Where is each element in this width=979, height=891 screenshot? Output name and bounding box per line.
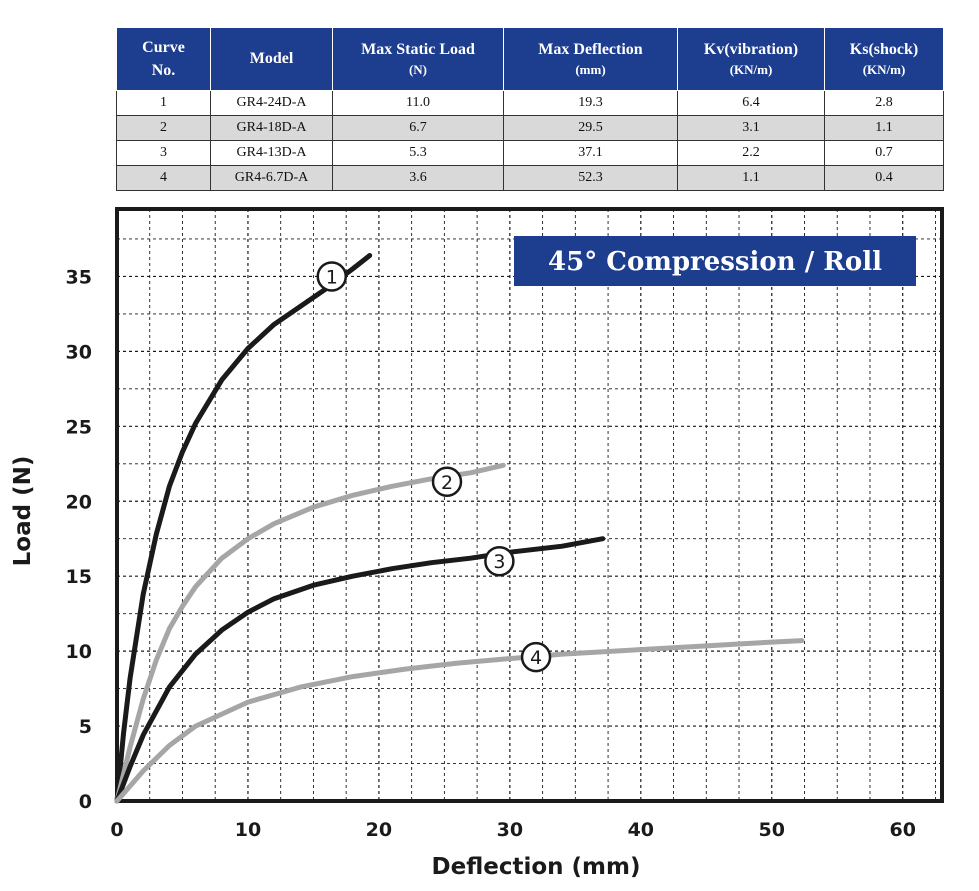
cell-ks: 0.4 <box>824 165 944 191</box>
y-tick-label: 20 <box>66 491 92 513</box>
cell-max-deflection: 29.5 <box>503 115 678 141</box>
cell-max-deflection: 37.1 <box>503 140 678 166</box>
cell-max-static-load: 6.7 <box>332 115 504 141</box>
y-tick-label: 35 <box>66 266 92 288</box>
series-line-2 <box>114 462 506 804</box>
spec-table: Curve No. Model Max Static Load (N) Max De… <box>116 27 944 191</box>
curve-marker-label-3: 3 <box>493 551 505 573</box>
cell-max-deflection: 19.3 <box>503 90 678 116</box>
cell-ks: 0.7 <box>824 140 944 166</box>
x-tick-label: 10 <box>235 819 261 841</box>
cell-max-static-load: 5.3 <box>332 140 504 166</box>
header-kv-label: Kv(vibration) <box>703 40 799 58</box>
header-deflection-label: Max Deflection <box>538 40 643 58</box>
series-line-4 <box>114 638 805 804</box>
table-row: 2 GR4-18D-A 6.7 29.5 3.1 1.1 <box>116 115 944 141</box>
table-row: 3 GR4-13D-A 5.3 37.1 2.2 0.7 <box>116 140 944 166</box>
y-axis-label: Load (N) <box>10 456 36 567</box>
grid <box>117 209 942 801</box>
plot-frame <box>115 207 944 803</box>
header-ks-label: Ks(shock) <box>849 40 919 58</box>
chart-title: 45° Compression / Roll <box>548 247 882 277</box>
curve-markers: 1 2 3 4 <box>316 261 552 673</box>
curve-marker-3 <box>484 545 515 577</box>
header-ks-unit: (KN/m) <box>862 62 906 78</box>
cell-curve-no: 4 <box>116 165 211 191</box>
cell-model: GR4-6.7D-A <box>210 165 333 191</box>
header-load-unit: (N) <box>408 62 428 78</box>
curve-marker-4 <box>520 641 552 673</box>
y-tick-label: 15 <box>66 566 92 588</box>
table-header-row: Curve No. Model Max Static Load (N) Max De… <box>116 27 944 91</box>
x-tick-label: 60 <box>889 819 915 841</box>
y-tick-labels: 0 5 10 15 20 25 30 35 <box>66 266 92 813</box>
header-max-static-load: Max Static Load (N) <box>332 27 504 91</box>
cell-curve-no: 3 <box>116 140 211 166</box>
curve-marker-1 <box>316 261 348 292</box>
x-tick-label: 50 <box>759 819 785 841</box>
y-tick-label: 0 <box>79 791 92 813</box>
header-deflection-unit: (mm) <box>575 62 606 78</box>
cell-max-static-load: 11.0 <box>332 90 504 116</box>
x-tick-labels: 0 10 20 30 40 50 60 <box>110 819 916 841</box>
cell-kv: 2.2 <box>677 140 825 166</box>
header-load-label: Max Static Load <box>361 40 475 58</box>
header-max-deflection: Max Deflection (mm) <box>503 27 678 91</box>
header-kv-unit: (KN/m) <box>729 62 773 78</box>
cell-kv: 6.4 <box>677 90 825 116</box>
x-tick-label: 30 <box>497 819 523 841</box>
x-tick-label: 0 <box>110 819 123 841</box>
header-ks: Ks(shock) (KN/m) <box>824 27 944 91</box>
series-lines <box>114 253 805 804</box>
y-tick-label: 5 <box>79 716 92 738</box>
table-row: 1 GR4-24D-A 11.0 19.3 6.4 2.8 <box>116 90 944 116</box>
header-kv: Kv(vibration) (KN/m) <box>677 27 825 91</box>
header-model: Model <box>210 27 333 91</box>
table-row: 4 GR4-6.7D-A 3.6 52.3 1.1 0.4 <box>116 165 944 191</box>
chart-title-box <box>514 236 916 286</box>
cell-max-deflection: 52.3 <box>503 165 678 191</box>
header-curve-label2: No. <box>151 62 176 79</box>
cell-kv: 1.1 <box>677 165 825 191</box>
header-curve-no: Curve No. <box>116 27 211 91</box>
series-line-1 <box>114 253 373 804</box>
cell-curve-no: 2 <box>116 115 211 141</box>
curve-marker-label-4: 4 <box>530 647 542 669</box>
curve-marker-label-2: 2 <box>441 472 453 494</box>
header-model-label: Model <box>249 50 294 68</box>
cell-ks: 2.8 <box>824 90 944 116</box>
cell-model: GR4-18D-A <box>210 115 333 141</box>
cell-curve-no: 1 <box>116 90 211 116</box>
curve-marker-label-1: 1 <box>326 266 338 288</box>
cell-kv: 3.1 <box>677 115 825 141</box>
y-tick-label: 10 <box>66 641 92 663</box>
curve-marker-2 <box>431 466 463 498</box>
cell-max-static-load: 3.6 <box>332 165 504 191</box>
cell-model: GR4-13D-A <box>210 140 333 166</box>
cell-model: GR4-24D-A <box>210 90 333 116</box>
x-tick-label: 20 <box>366 819 392 841</box>
y-tick-label: 30 <box>66 341 92 363</box>
y-tick-label: 25 <box>66 416 92 438</box>
x-axis-label: Deflection (mm) <box>432 854 641 880</box>
header-curve-label: Curve <box>142 38 185 56</box>
x-tick-label: 40 <box>628 819 654 841</box>
cell-ks: 1.1 <box>824 115 944 141</box>
